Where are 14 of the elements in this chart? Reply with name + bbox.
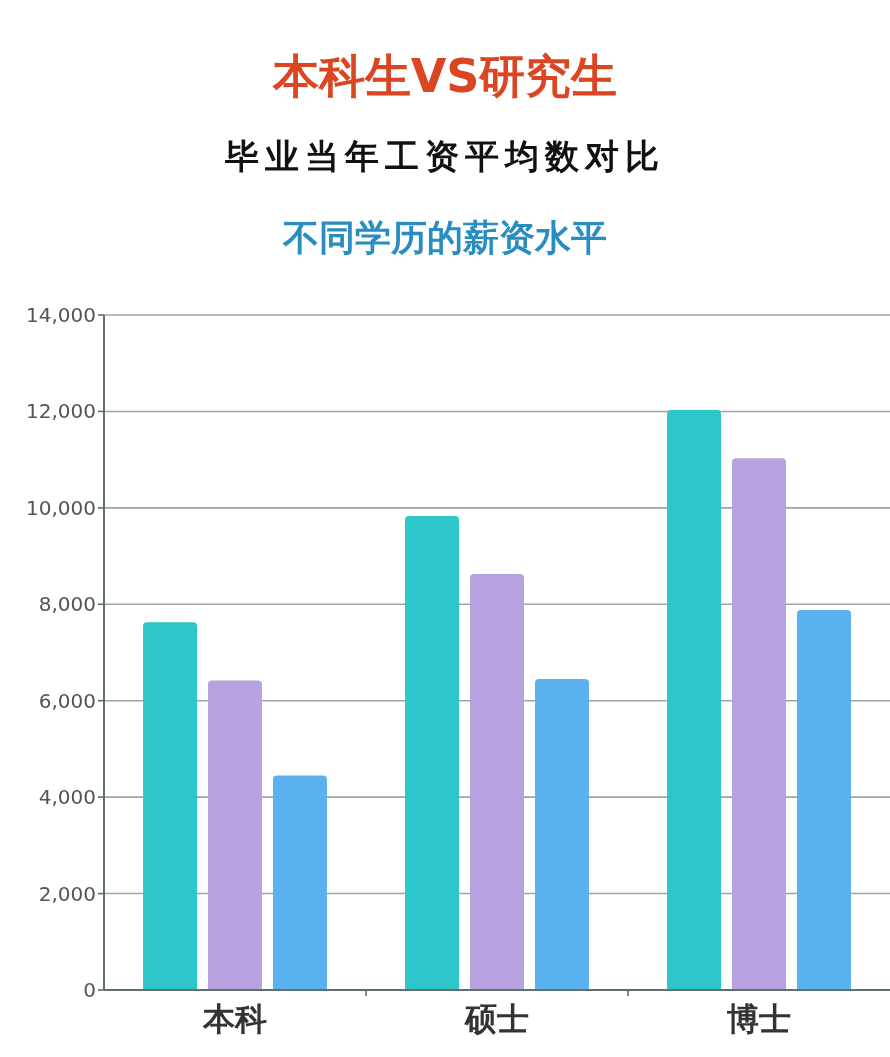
ytick-label: 12,000	[26, 399, 96, 424]
ytick-label: 0	[83, 978, 96, 1002]
ytick-label: 2,000	[38, 881, 96, 906]
ytick-label: 14,000	[26, 303, 96, 327]
ytick-label: 8,000	[38, 592, 96, 617]
xtick-label: 本科	[203, 1000, 267, 1038]
ytick-label: 6,000	[38, 688, 96, 713]
xtick-label: 硕士	[465, 1000, 529, 1038]
ytick-label: 10,000	[26, 495, 96, 520]
ytick-label: 4,000	[38, 785, 96, 810]
annotation: 不同学历的薪资水平	[283, 217, 607, 258]
xtick-label: 博士	[727, 1000, 791, 1038]
subtitle: 毕业当年工资平均数对比	[225, 136, 665, 176]
title: 本科生VS研究生	[272, 49, 618, 103]
